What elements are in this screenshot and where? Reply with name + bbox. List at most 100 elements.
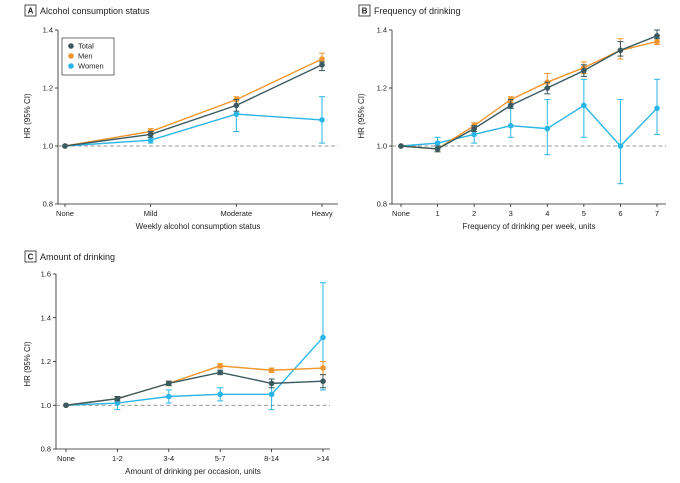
panel-b-label-box [358, 4, 371, 17]
panel-c-ytick-label: 1.2 [41, 357, 51, 366]
panel-c-ylabel: HR (95% CI) [23, 341, 32, 387]
panel-b-women-point [434, 140, 441, 146]
legend-label-women: Women [78, 62, 104, 71]
panel-b-women-point [581, 102, 587, 109]
panel-a-label: A [28, 7, 34, 16]
panel-c-men-point [320, 365, 326, 371]
panel-b-xtick-label: 7 [655, 209, 659, 218]
panel-a-label-box [24, 4, 37, 17]
panel-b-women-point [617, 143, 624, 149]
panel-c-ytick-label: 1.4 [41, 313, 51, 322]
panel-c-xtick-label: 3-4 [163, 454, 174, 463]
panel-c-women-point [320, 334, 326, 341]
panel-c-total-point [320, 378, 326, 384]
panel-a-total-point [147, 131, 154, 138]
panel-c-xlabel: Amount of drinking per occasion, units [125, 467, 261, 476]
legend-label-men: Men [78, 52, 93, 61]
panel-a-total-point [62, 143, 68, 149]
panel-c-total-point [63, 402, 69, 409]
panel-c-label: C [28, 253, 34, 262]
panel-a-xtick-label: None [56, 209, 74, 218]
panel-a-total-point [319, 62, 325, 68]
panel-a-ytick-label: 1.0 [43, 142, 53, 151]
panel-c-men-series-line [65, 365, 324, 406]
panel-c-women-point [166, 393, 172, 400]
panel-c-ytick-label: 1.0 [41, 401, 51, 410]
panel-c-xtick-label: 8-14 [264, 454, 279, 463]
panel-b-women-point [544, 125, 551, 132]
panel-b-ylabel: HR (95% CI) [357, 93, 366, 139]
panel-a-men-point [319, 56, 325, 62]
panel-b-ytick-label: 1.0 [377, 142, 387, 151]
panel-c-total-point [217, 369, 223, 376]
panel-b-xtick-label: 4 [545, 209, 549, 218]
panel-c-xtick-label: 5-7 [215, 454, 226, 463]
panel-a-total-point [233, 102, 240, 109]
panel-b-men-point [654, 38, 660, 45]
panel-b-xtick-label: 6 [618, 209, 622, 218]
panel-a-title: Alcohol consumption status [40, 6, 150, 16]
panel-c-xtick-label: 1-2 [112, 454, 123, 463]
panel-b-xtick-label: 1 [435, 209, 439, 218]
panel-b-title: Frequency of drinking [374, 6, 461, 16]
legend-marker-men [68, 53, 74, 59]
panel-c-xtick-label: >14 [317, 454, 330, 463]
panel-b-label: B [362, 7, 368, 16]
panel-c: C Amount of drinking Amount of drinking … [23, 250, 330, 476]
panel-b-xtick-label: 3 [509, 209, 513, 218]
panel-b-total-point [434, 146, 441, 152]
panel-c-women-point [217, 391, 223, 398]
panel-c-women-series-line [65, 336, 324, 406]
panel-a-total-series-line [64, 64, 323, 147]
legend-label-total: Total [78, 42, 94, 51]
panel-c-ytick-label: 1.6 [41, 270, 51, 279]
panel-c-label-box [24, 250, 37, 263]
panel-a-women-point [147, 137, 154, 143]
panel-b-xtick-label: None [392, 209, 410, 218]
panel-c-women-point [268, 391, 275, 398]
panel-a-men-series-line [64, 58, 323, 147]
panel-b-total-point [581, 67, 587, 74]
panel-c-men-point [217, 363, 223, 369]
legend-marker-women [68, 63, 74, 69]
panel-b-xtick-label: 5 [582, 209, 586, 218]
panel-b-women-point [471, 131, 477, 138]
panel-b-women-point [654, 105, 660, 112]
panel-b-men-series-line [400, 40, 658, 150]
panel-a-women-point [319, 117, 325, 123]
panel-b-xlabel: Frequency of drinking per week, units [463, 222, 596, 231]
panel-a-xtick-label: Heavy [311, 209, 333, 218]
legend: Total Men Women [61, 37, 115, 76]
panel-c-women-point [114, 400, 121, 406]
panel-c-total-series-line [65, 371, 324, 406]
panel-a-ytick-label: 0.8 [43, 200, 53, 209]
panel-a-ylabel: HR (95% CI) [23, 93, 32, 139]
panel-a-ytick-label: 1.4 [43, 26, 53, 35]
panel-c-total-point [114, 395, 121, 402]
panel-a: A Alcohol consumption status Weekly alco… [23, 4, 338, 231]
panel-b-total-point [544, 85, 551, 91]
panel-b-ytick-label: 1.2 [377, 84, 387, 93]
panel-b-total-point [507, 102, 514, 109]
panel-c-men-point [268, 367, 275, 374]
panel-b-women-series-line [400, 104, 658, 148]
panel-c-xtick-label: None [57, 454, 75, 463]
panel-a-women-series-line [64, 113, 323, 147]
panel-a-women-point [233, 111, 240, 117]
panel-a-ytick-label: 1.2 [43, 84, 53, 93]
panel-b-ytick-label: 0.8 [377, 200, 387, 209]
panel-b: B Frequency of drinking Frequency of dri… [357, 4, 666, 231]
panel-b-ytick-label: 1.4 [377, 26, 387, 35]
panel-b-total-point [471, 125, 477, 132]
panel-c-ytick-label: 0.8 [41, 445, 51, 454]
panel-c-total-point [166, 380, 172, 387]
panel-b-total-point [654, 33, 660, 39]
panel-a-xtick-label: Moderate [220, 209, 252, 218]
panel-c-total-point [268, 380, 275, 387]
panel-b-total-point [617, 47, 624, 54]
panel-a-xlabel: Weekly alcohol consumption status [136, 222, 261, 231]
panel-b-women-point [507, 122, 514, 129]
panel-a-xtick-label: Mild [144, 209, 158, 218]
panel-c-title: Amount of drinking [40, 252, 115, 262]
